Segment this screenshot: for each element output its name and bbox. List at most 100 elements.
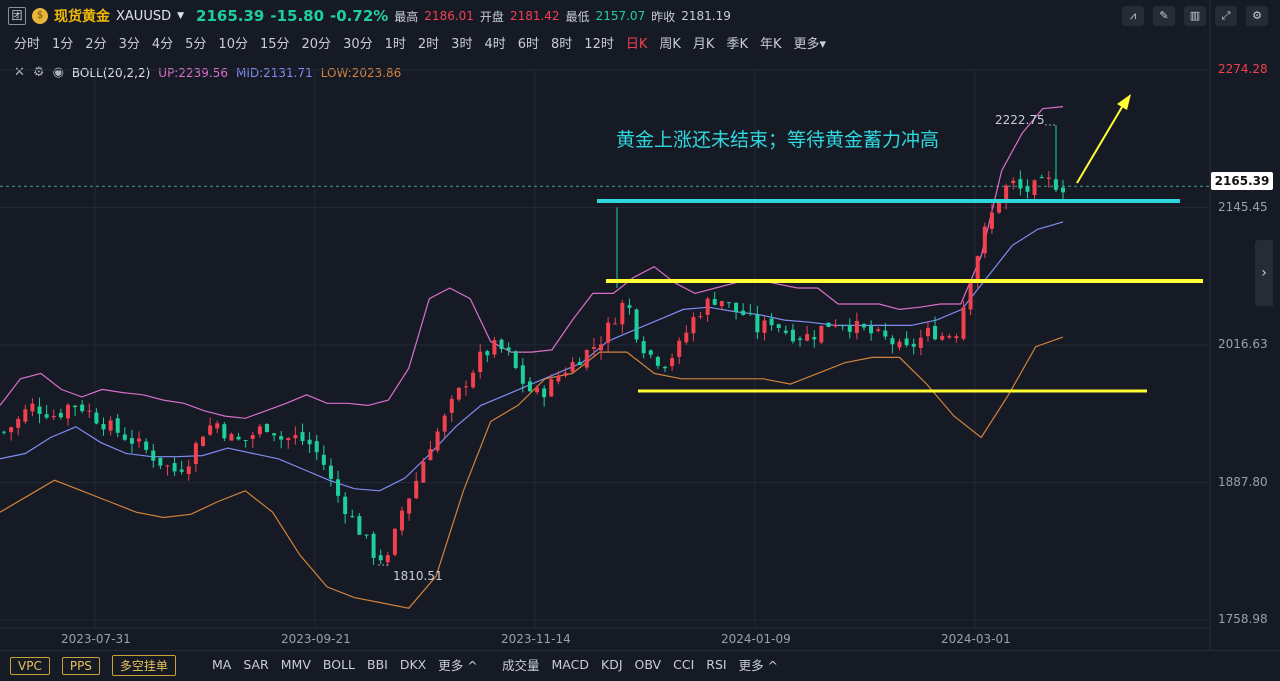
bottom-bar — [0, 650, 1280, 681]
boxes-2[interactable]: 多空挂单 — [111, 655, 176, 676]
timeframe-14[interactable]: 6时 — [517, 37, 540, 52]
date-tick-2: 2023-11-14 — [501, 632, 571, 646]
timeframe-13[interactable]: 4时 — [484, 37, 506, 52]
timeframe-21[interactable]: 年K — [759, 37, 782, 52]
timeframe-5[interactable]: 5分 — [185, 37, 207, 52]
up-arrow-head — [1117, 94, 1131, 110]
sub_indicators-6[interactable]: 更多 ^ — [738, 658, 779, 673]
candle-body — [1018, 179, 1023, 189]
main_indicators-2[interactable]: MMV — [280, 657, 311, 672]
timeframe-1[interactable]: 1分 — [52, 37, 74, 52]
candle-body — [179, 469, 184, 472]
sub_indicators-5[interactable]: RSI — [706, 657, 727, 672]
candle-body — [847, 325, 852, 332]
expand-icon[interactable]: ⤢ — [1215, 6, 1237, 26]
timeframe-10[interactable]: 1时 — [384, 37, 406, 52]
candle-body — [58, 412, 63, 418]
candle-body — [584, 350, 589, 368]
date-tick-0: 2023-07-31 — [61, 632, 131, 646]
timeframe-19[interactable]: 月K — [692, 37, 715, 52]
candle-body — [982, 226, 987, 254]
candle-body — [726, 302, 731, 304]
candle-body — [620, 302, 625, 325]
group-icon[interactable]: 团 — [8, 7, 26, 25]
price-change-pct: -0.72% — [330, 7, 389, 25]
instrument-name[interactable]: 现货黄金 — [54, 9, 110, 25]
sub_indicators-0[interactable]: 成交量 — [502, 658, 540, 673]
close-icon[interactable]: ✕ — [14, 65, 25, 80]
candle-body — [989, 212, 994, 229]
candle-body — [513, 351, 518, 368]
main_indicators-5[interactable]: DKX — [399, 657, 427, 672]
timeframe-20[interactable]: 季K — [726, 37, 748, 52]
main_indicators-0[interactable]: MA — [212, 657, 232, 672]
candle-body — [250, 435, 255, 439]
candle-body — [911, 343, 916, 347]
candle-type-icon[interactable]: ▥ — [1184, 6, 1206, 26]
sub_indicators-2[interactable]: KDJ — [601, 657, 623, 672]
candle-body — [734, 302, 739, 312]
candle-body — [876, 329, 881, 331]
chevron-right-icon[interactable]: › — [1255, 240, 1273, 306]
candle-body — [357, 516, 362, 535]
sub_indicators-1[interactable]: MACD — [551, 657, 589, 672]
candle-body — [51, 416, 56, 418]
main_indicators-3[interactable]: BOLL — [322, 657, 355, 672]
settings-icon[interactable]: ⚙ — [1246, 6, 1268, 26]
timeframe-8[interactable]: 20分 — [301, 37, 332, 52]
timeframe-6[interactable]: 10分 — [218, 37, 248, 52]
candle-body — [201, 436, 206, 447]
main_indicators-1[interactable]: SAR — [243, 657, 269, 672]
candle-body — [599, 344, 604, 351]
boxes-1[interactable]: PPS — [61, 656, 100, 675]
candle-body — [336, 479, 341, 496]
main_indicators-6[interactable]: 更多 ^ — [438, 658, 478, 673]
eye-icon[interactable]: ◉ — [52, 65, 64, 80]
chart-tools: ⩘ ✎ ▥ ⤢ ⚙ — [1122, 6, 1268, 26]
timeframe-12[interactable]: 3时 — [451, 37, 473, 52]
candle-body — [407, 498, 412, 514]
settings-icon[interactable]: ⚙ — [32, 65, 45, 80]
main_indicators-4[interactable]: BBI — [367, 657, 388, 672]
sub_indicators-3[interactable]: OBV — [634, 657, 662, 672]
indicator-icon[interactable]: ⩘ — [1122, 6, 1144, 26]
candle-body — [719, 301, 724, 307]
timeframe-18[interactable]: 周K — [659, 37, 681, 52]
candle-body — [435, 431, 440, 451]
main-indicator-bar: MA SAR MMV BOLL BBI DKX 更多 ^ — [212, 655, 478, 674]
boxes-0[interactable]: VPC — [10, 656, 50, 675]
candle-body — [1039, 177, 1044, 179]
timeframe-7[interactable]: 15分 — [259, 37, 290, 52]
chevron-down-icon[interactable]: ▼ — [177, 11, 185, 21]
candle-body — [1061, 187, 1065, 193]
candlesticks — [2, 124, 1065, 567]
annotation-text[interactable]: 黄金上涨还未结束；等待黄金蓄力冲高 — [616, 129, 940, 151]
boll-up-line — [0, 106, 1064, 419]
candle-body — [627, 305, 632, 308]
timeframe-22[interactable]: 更多▾ — [793, 37, 827, 52]
candle-body — [307, 439, 312, 445]
timeframe-16[interactable]: 12时 — [584, 37, 614, 52]
sub_indicators-4[interactable]: CCI — [673, 657, 695, 672]
candle-body — [698, 316, 703, 318]
candle-body — [471, 372, 476, 388]
timeframe-2[interactable]: 2分 — [85, 37, 107, 52]
timeframe-11[interactable]: 2时 — [417, 37, 440, 52]
candle-body — [115, 418, 120, 433]
boll-name[interactable]: BOLL(20,2,2) — [71, 65, 151, 80]
candle-body — [826, 322, 831, 327]
timeframe-3[interactable]: 3分 — [118, 37, 140, 52]
timeframe-15[interactable]: 8时 — [551, 37, 573, 52]
timeframe-0[interactable]: 分时 — [14, 37, 41, 52]
candle-body — [748, 313, 753, 315]
candle-body — [16, 418, 21, 428]
instrument-symbol[interactable]: XAUUSD — [116, 8, 172, 24]
candle-body — [186, 466, 191, 475]
timeframe-17[interactable]: 日K — [625, 37, 648, 52]
quote-row: 团 $ 现货黄金 XAUUSD ▼ 2165.39 -15.80 -0.72% … — [8, 6, 731, 26]
timeframe-9[interactable]: 30分 — [343, 37, 373, 52]
timeframe-4[interactable]: 4分 — [151, 37, 174, 52]
candle-body — [137, 438, 142, 442]
draw-pen-icon[interactable]: ✎ — [1153, 6, 1175, 26]
